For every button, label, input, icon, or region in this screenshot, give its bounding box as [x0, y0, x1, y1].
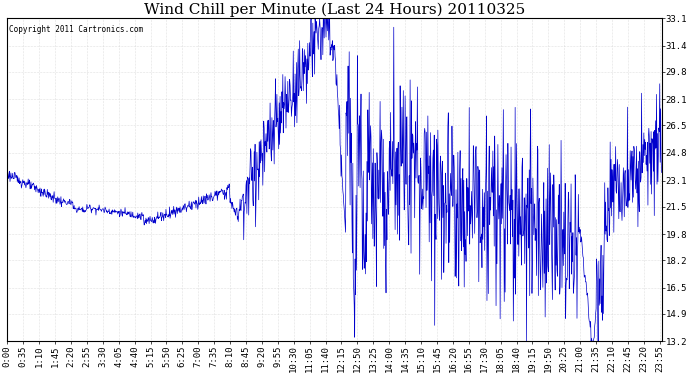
Title: Wind Chill per Minute (Last 24 Hours) 20110325: Wind Chill per Minute (Last 24 Hours) 20… — [144, 3, 525, 17]
Text: Copyright 2011 Cartronics.com: Copyright 2011 Cartronics.com — [8, 25, 143, 34]
